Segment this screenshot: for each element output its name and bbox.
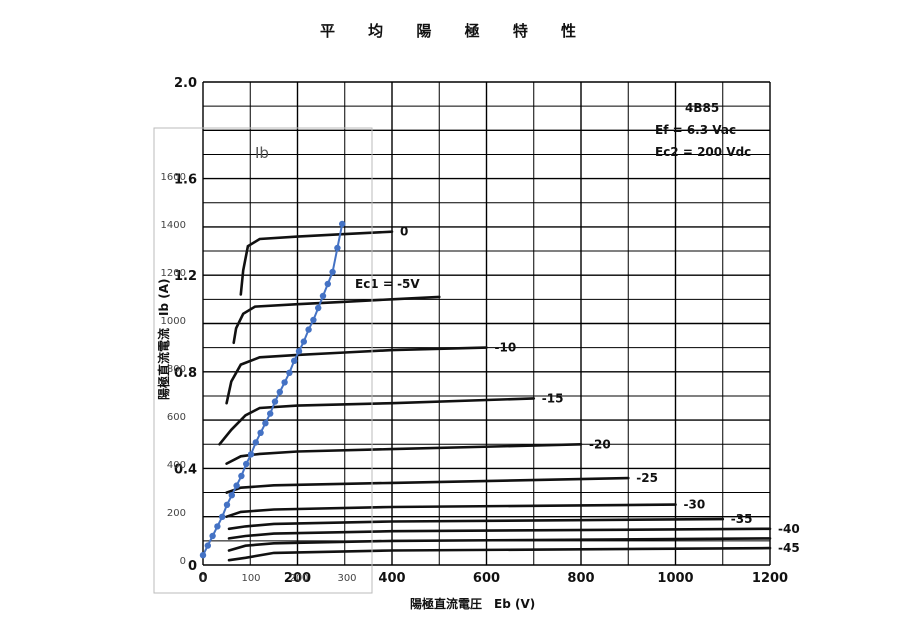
overlay-x-tick-label: 0 [200, 573, 206, 584]
x-tick-label: 800 [567, 571, 594, 586]
curve-line [227, 537, 772, 552]
overlay-point [209, 532, 216, 540]
overlay-point [262, 420, 269, 427]
grid [202, 81, 771, 566]
overlay-point [286, 369, 293, 376]
curve-label: 0 [400, 225, 408, 239]
overlay-point [257, 429, 264, 436]
y-axis-label: 陽極直流電流 Ib (A) [156, 279, 171, 401]
y-tick-label: 0 [188, 559, 197, 574]
overlay-point [267, 410, 274, 417]
overlay-y-tick-label: 800 [167, 364, 186, 375]
overlay-frame [153, 127, 373, 594]
overlay-line [202, 223, 344, 556]
overlay-point [295, 348, 303, 355]
overlay-point [271, 398, 279, 405]
overlay-point [329, 268, 336, 276]
curve-label: -45 [778, 541, 800, 555]
y-tick-label: 1.2 [174, 269, 197, 284]
filament-voltage: Ef = 6.3 Vac [655, 123, 736, 137]
overlay-point [310, 316, 317, 324]
x-tick-label: 600 [473, 571, 500, 586]
overlay-point [334, 244, 341, 252]
overlay-y-tick-label: 200 [167, 508, 186, 519]
overlay-x-tick-label: 200 [289, 573, 308, 584]
overlay-point [276, 388, 283, 396]
x-tick-label: 200 [284, 571, 311, 586]
overlay-point [291, 357, 298, 364]
overlay-point [247, 451, 255, 458]
curve-line [232, 295, 441, 345]
overlay-point [204, 542, 211, 549]
curve-label: -15 [542, 391, 564, 405]
curve-label: -40 [778, 522, 800, 536]
overlay-y-tick-label: 1000 [161, 316, 186, 327]
overlay-series [199, 220, 346, 559]
overlay-y-tick-label: 600 [167, 412, 186, 423]
overlay-point [199, 552, 207, 559]
curve-line [225, 346, 488, 405]
curve-line [227, 527, 772, 540]
overlay-y-tick-label: 1200 [161, 268, 186, 279]
curve-label: -10 [495, 341, 517, 355]
overlay-y-tick-label: 1600 [161, 172, 186, 183]
overlay-point [223, 501, 231, 508]
curve-line [239, 230, 394, 296]
overlay-point [281, 379, 288, 386]
y-tick-label: 0.8 [174, 366, 197, 381]
overlay-point [319, 292, 327, 300]
curve-label: -25 [636, 471, 658, 485]
y-tick-label: 0.4 [174, 462, 197, 477]
x-tick-label: 0 [198, 571, 207, 586]
overlay-point [315, 304, 322, 312]
overlay-point [339, 220, 346, 228]
overlay-point [243, 460, 250, 468]
curve-line [227, 546, 772, 562]
x-tick-label: 1000 [657, 571, 693, 586]
overlay-y-tick-label: 0 [180, 556, 186, 567]
curve-line [225, 503, 677, 518]
overlay-point [219, 513, 226, 520]
ec1-label: Ec1 = -5V [355, 277, 420, 291]
x-tick-label: 400 [378, 571, 405, 586]
curve-label: -35 [731, 512, 753, 526]
overlay-y-tick-label: 1400 [161, 220, 186, 231]
x-tick-label: 1200 [752, 571, 788, 586]
overlay-ylabel: Ib [255, 144, 269, 162]
overlay-point [305, 326, 312, 333]
info-box: 4B85 Ef = 6.3 Vac Ec2 = 200 Vdc [655, 101, 751, 159]
overlay-ticks: 0 100 200 300 0 200 400 600 800 1000 1200 1400 1600 [161, 172, 357, 584]
overlay-x-tick-label: 100 [241, 573, 260, 584]
curve-labels: 0 -10 -15 -20 -25 -30 -35 -40 -45 [400, 225, 800, 555]
overlay-point [252, 439, 259, 446]
overlay-point [214, 523, 221, 530]
curve-line [218, 397, 536, 446]
y-tick-label: 2.0 [174, 76, 197, 91]
curves [218, 230, 772, 562]
overlay-point [238, 472, 245, 480]
overlay-point [233, 482, 240, 489]
y-tick-label: 1.6 [174, 173, 197, 188]
curve-label: -30 [684, 498, 706, 512]
chart-title: 平 均 陽 極 特 性 [320, 22, 590, 40]
tube-type: 4B85 [685, 101, 719, 115]
x-axis-label: 陽極直流電圧 Eb (V) [410, 596, 535, 611]
curve-line [227, 517, 725, 531]
screen-voltage: Ec2 = 200 Vdc [655, 145, 751, 159]
overlay-point [300, 338, 307, 345]
curve-label: -20 [589, 437, 611, 451]
overlay-point [228, 492, 235, 499]
overlay-point [324, 280, 331, 288]
overlay-y-tick-label: 400 [167, 460, 186, 471]
curve-line [225, 476, 630, 494]
curve-line [225, 443, 583, 465]
overlay-x-tick-label: 300 [337, 573, 356, 584]
